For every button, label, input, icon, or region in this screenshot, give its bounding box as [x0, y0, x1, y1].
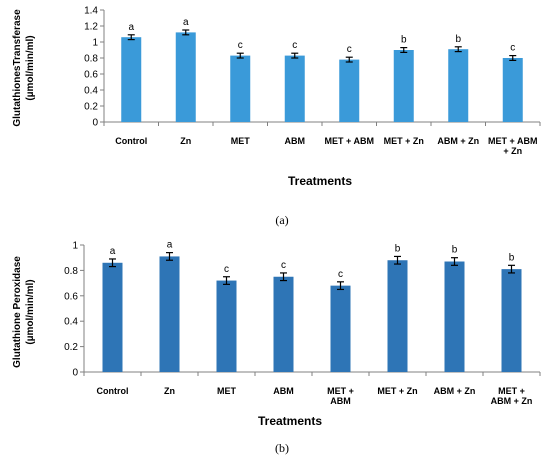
bar-7	[444, 261, 465, 372]
x-tick-label: Control	[115, 136, 147, 146]
y-tick-label: 1.2	[84, 22, 98, 33]
x-tick-label: MET	[217, 386, 237, 396]
x-tick-label: ABM	[273, 386, 294, 396]
significance-letter: c	[238, 40, 243, 51]
x-axis-title: Treatments	[288, 174, 352, 188]
x-tick-label: Control	[97, 386, 129, 396]
bar-3	[216, 280, 237, 372]
significance-letter: c	[338, 269, 343, 280]
significance-letter: c	[347, 44, 352, 55]
x-tick-label: ABM + Zn	[437, 136, 479, 146]
significance-letter: b	[509, 252, 515, 263]
significance-letter: c	[224, 264, 229, 275]
bar-2	[175, 32, 196, 122]
bar-7	[448, 49, 469, 123]
y-tick-label: 0	[92, 118, 98, 129]
significance-letter: b	[452, 245, 458, 256]
y-tick-label: 0.8	[84, 54, 98, 65]
bar-8	[501, 269, 522, 372]
x-tick-label: MET + ABM	[325, 136, 374, 146]
y-axis-title: Glutathione Peroxidase	[12, 256, 23, 368]
significance-letter: b	[455, 34, 461, 45]
y-tick-label: 0.6	[84, 70, 98, 81]
y-tick-label: 1	[92, 38, 98, 49]
bar-1	[121, 37, 142, 123]
x-tick-label: ABM + Zn	[491, 396, 533, 406]
x-tick-label: + Zn	[503, 146, 522, 156]
chart-panel-a: 0 0.2 0.4 0.6 0.8 1 1.2 1.4 a Control a Zn c MET c ABM c…	[12, 6, 541, 227]
y-tick-label: 0.2	[64, 342, 78, 353]
x-tick-label: MET + Zn	[377, 386, 417, 396]
x-tick-label: MET	[231, 136, 251, 146]
bar-8	[502, 58, 523, 122]
x-tick-label: MET +	[327, 386, 354, 396]
bar-5	[339, 59, 360, 122]
y-axis-title: (µmol/min/ml)	[25, 279, 36, 344]
significance-letter: a	[183, 17, 189, 28]
x-tick-label: Zn	[180, 136, 191, 146]
x-tick-label: ABM	[330, 396, 351, 406]
significance-letter: c	[281, 260, 286, 271]
x-tick-label: MET + Zn	[384, 136, 424, 146]
bar-6	[387, 260, 408, 372]
x-tick-label: MET +	[498, 386, 525, 396]
x-tick-label: MET + ABM	[488, 136, 537, 146]
significance-letter: c	[292, 40, 297, 51]
significance-letter: a	[110, 246, 116, 257]
significance-letter: a	[167, 240, 173, 251]
y-tick-label: 0.6	[64, 291, 78, 302]
bar-4	[284, 55, 305, 122]
bar-2	[159, 256, 180, 372]
y-tick-label: 0.4	[84, 86, 98, 97]
x-tick-label: ABM	[285, 136, 306, 146]
significance-letter: a	[128, 22, 134, 33]
y-axis-title: (µmol/min/ml)	[25, 35, 36, 100]
y-tick-label: 0.8	[64, 266, 78, 277]
panel-label: (b)	[275, 441, 289, 455]
y-tick-label: 0.2	[84, 102, 98, 113]
y-tick-label: 1	[72, 241, 78, 252]
bar-4	[273, 276, 294, 372]
bar-5	[330, 285, 351, 372]
panel-label: (a)	[275, 213, 288, 227]
y-tick-label: 1.4	[84, 6, 98, 17]
bar-1	[102, 262, 123, 372]
x-tick-label: Zn	[164, 386, 175, 396]
x-tick-label: ABM + Zn	[434, 386, 476, 396]
y-tick-label: 0	[72, 368, 78, 379]
significance-letter: c	[510, 43, 515, 54]
significance-letter: b	[395, 243, 401, 254]
bar-3	[230, 55, 251, 122]
x-axis-title: Treatments	[258, 414, 322, 428]
significance-letter: b	[401, 35, 407, 46]
bar-6	[393, 50, 414, 122]
y-axis-title: GlutathionesTransferase	[12, 9, 23, 127]
y-tick-label: 0.4	[64, 317, 78, 328]
